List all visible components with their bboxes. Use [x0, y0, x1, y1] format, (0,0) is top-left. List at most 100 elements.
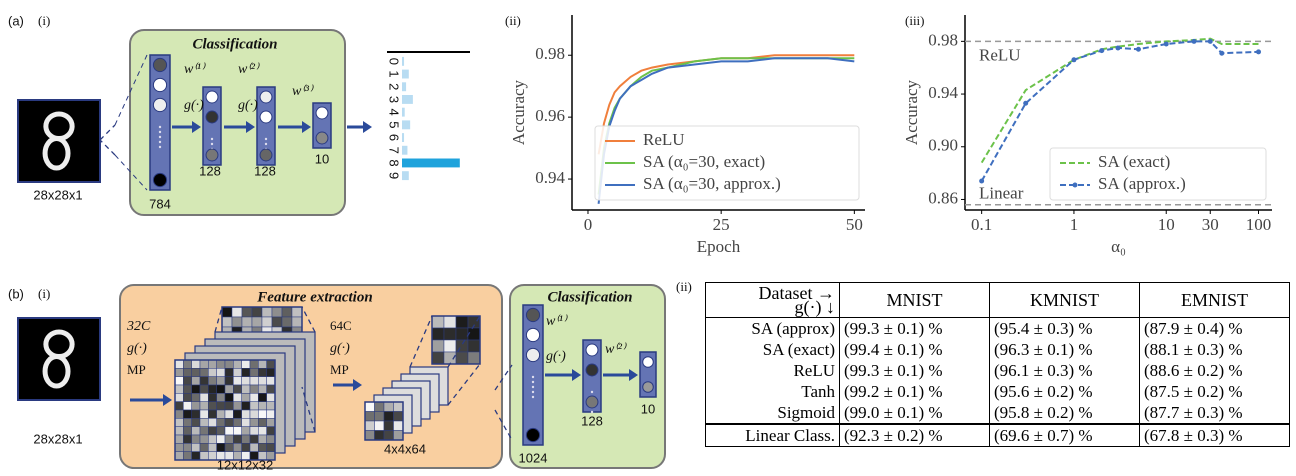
layer-dot — [159, 141, 161, 143]
map-cell — [365, 431, 375, 441]
map-cell — [175, 393, 183, 401]
category-label: 6 — [387, 134, 402, 141]
map-cell — [233, 435, 241, 443]
panel-label: (b) — [8, 286, 24, 301]
map-cell — [192, 443, 200, 451]
map-cell — [183, 435, 191, 443]
map-cell — [292, 307, 302, 317]
layer-size: 10 — [641, 401, 655, 416]
map-cell — [432, 340, 444, 352]
category-label: 8 — [387, 159, 402, 166]
map-cell — [200, 452, 208, 460]
neuron — [526, 308, 539, 321]
cell: (87.5 ± 0.2) % — [1140, 381, 1290, 402]
map-cell — [232, 307, 242, 317]
row-header: SA (approx) — [706, 318, 840, 340]
map-cell — [183, 402, 191, 410]
map-cell — [208, 452, 216, 460]
map-cell — [217, 427, 225, 435]
map-cell — [456, 316, 468, 328]
map-cell — [233, 410, 241, 418]
x-tick-label: 0 — [584, 215, 593, 234]
guide-line — [100, 125, 115, 140]
activation-label: g(·) — [184, 98, 204, 113]
map-cell — [267, 418, 275, 426]
map-cell — [225, 360, 233, 368]
map-cell — [394, 412, 404, 422]
legend-label: SA (exact) — [1098, 152, 1170, 171]
layer-size: 128 — [254, 163, 276, 178]
table-row: SA (exact)(99.4 ± 0.1) %(96.3 ± 0.1) %(8… — [706, 339, 1290, 360]
map-cell — [183, 418, 191, 426]
map-cell — [375, 431, 385, 441]
map-cell — [217, 393, 225, 401]
map-cell — [233, 393, 241, 401]
map-cell — [267, 402, 275, 410]
map-size: 4x4x64 — [384, 441, 426, 456]
map-cell — [183, 452, 191, 460]
map-cell — [192, 410, 200, 418]
map-cell — [200, 393, 208, 401]
arrow-head — [363, 121, 372, 133]
column-header: EMNIST — [1140, 283, 1290, 318]
y-tick-label: 0.94 — [535, 168, 565, 187]
map-cell — [225, 443, 233, 451]
map-cell — [183, 393, 191, 401]
map-cell — [250, 393, 258, 401]
map-cell — [468, 340, 480, 352]
results-table: Dataset →g(·) ↓ MNIST KMNIST EMNIST SA (… — [705, 282, 1290, 447]
map-cell — [258, 402, 266, 410]
layer-size: 10 — [315, 151, 329, 166]
map-cell — [258, 393, 266, 401]
layer-size: 1024 — [519, 450, 548, 465]
row-header: Sigmoid — [706, 402, 840, 424]
point — [1023, 101, 1028, 106]
x-axis-label: Epoch — [697, 237, 741, 256]
neuron — [260, 111, 272, 123]
map-cell — [267, 393, 275, 401]
category-label: 0 — [387, 58, 402, 65]
point — [1136, 47, 1141, 52]
category-label: 4 — [387, 109, 402, 116]
x-axis-label: α₀ — [1111, 237, 1126, 256]
map-cell — [468, 352, 480, 364]
category-label: 5 — [387, 121, 402, 128]
map-cell — [394, 402, 404, 412]
map-cell — [175, 410, 183, 418]
map-cell — [225, 427, 233, 435]
map-cell — [250, 360, 258, 368]
sub-label: (ii) — [676, 279, 692, 294]
map-cell — [200, 377, 208, 385]
map-cell — [217, 377, 225, 385]
map-cell — [242, 368, 250, 376]
map-cell — [250, 385, 258, 393]
cell: (99.4 ± 0.1) % — [840, 339, 990, 360]
map-cell — [217, 443, 225, 451]
row-header: ReLU — [706, 360, 840, 381]
sub-label: (ii) — [505, 13, 521, 28]
map-cell — [225, 377, 233, 385]
map-cell — [192, 418, 200, 426]
cell: (99.3 ± 0.1) % — [840, 360, 990, 381]
map-cell — [222, 317, 232, 327]
conv-label: 64C — [330, 318, 352, 333]
map-cell — [267, 377, 275, 385]
map-cell — [208, 360, 216, 368]
map-cell — [375, 421, 385, 431]
map-cell — [267, 368, 275, 376]
map-cell — [384, 412, 394, 422]
layer-dot — [159, 136, 161, 138]
output-chart: 0123456789 — [387, 52, 470, 180]
point — [1164, 41, 1169, 46]
layer-dot — [532, 386, 534, 388]
layer-dot — [211, 138, 213, 140]
map-cell — [242, 377, 250, 385]
map-cell — [175, 377, 183, 385]
map-cell — [384, 402, 394, 412]
reference-label: Linear — [979, 184, 1024, 203]
map-cell — [468, 328, 480, 340]
neuron — [643, 382, 654, 393]
map-cell — [456, 352, 468, 364]
input-image — [18, 318, 100, 400]
